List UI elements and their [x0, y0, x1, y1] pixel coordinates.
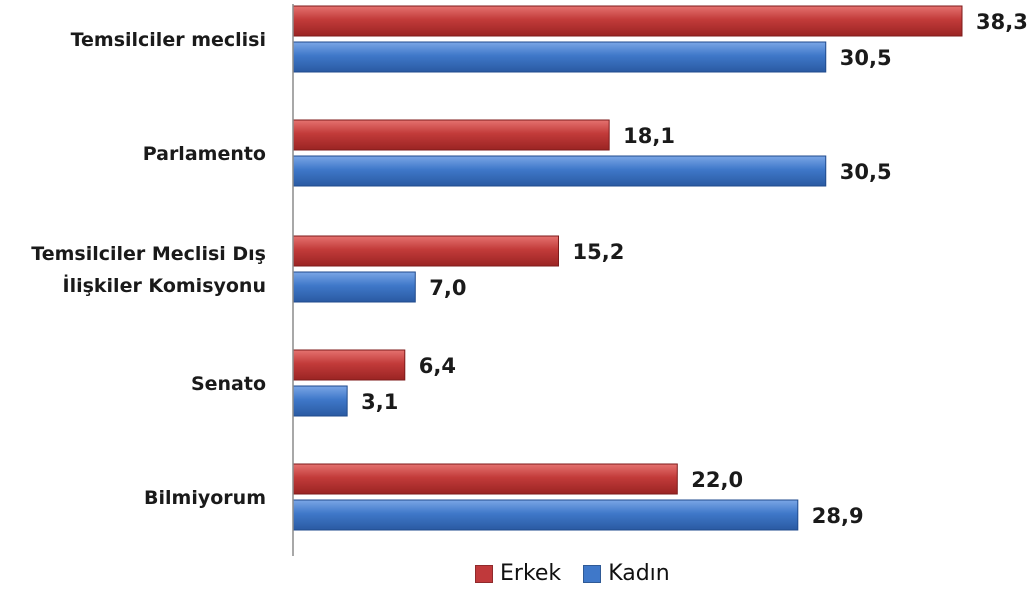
bar-erkek-0 — [292, 5, 963, 37]
bar-kadin-2 — [292, 271, 416, 303]
category-label-3: Senato — [191, 373, 266, 395]
bar-kadin-0 — [292, 41, 827, 73]
category-label-0: Temsilciler meclisi — [71, 29, 266, 51]
bar-kadin-1 — [292, 155, 827, 187]
bar-erkek-3 — [292, 349, 406, 381]
bar-erkek-2 — [292, 235, 560, 267]
legend-label-erkek: Erkek — [500, 561, 562, 586]
category-label-1: Parlamento — [143, 143, 266, 165]
category-label-2-line-1: İlişkiler Komisyonu — [63, 273, 267, 297]
legend-item-erkek: Erkek — [475, 561, 561, 586]
value-label-kadin-3: 3,1 — [361, 390, 398, 414]
bar-erkek-1 — [292, 119, 610, 151]
value-label-erkek-3: 6,4 — [419, 354, 456, 378]
value-label-kadin-1: 30,5 — [840, 160, 892, 184]
legend-label-kadin: Kadın — [608, 561, 670, 586]
value-label-kadin-4: 28,9 — [812, 504, 864, 528]
category-label-4: Bilmiyorum — [144, 487, 266, 509]
bar-erkek-4 — [292, 463, 678, 495]
legend-swatch-kadin — [583, 564, 602, 583]
value-label-kadin-2: 7,0 — [429, 276, 466, 300]
value-label-erkek-0: 38,3 — [976, 10, 1028, 34]
value-label-erkek-1: 18,1 — [623, 124, 675, 148]
category-label-2-line-0: Temsilciler Meclisi Dış — [31, 243, 266, 265]
bar-kadin-3 — [292, 385, 348, 417]
value-label-erkek-4: 22,0 — [691, 468, 743, 492]
legend: Erkek Kadın — [475, 561, 692, 586]
value-label-erkek-2: 15,2 — [573, 240, 625, 264]
value-label-kadin-0: 30,5 — [840, 46, 892, 70]
bar-kadin-4 — [292, 499, 799, 531]
legend-item-kadin: Kadın — [583, 561, 670, 586]
legend-swatch-erkek — [475, 564, 493, 583]
